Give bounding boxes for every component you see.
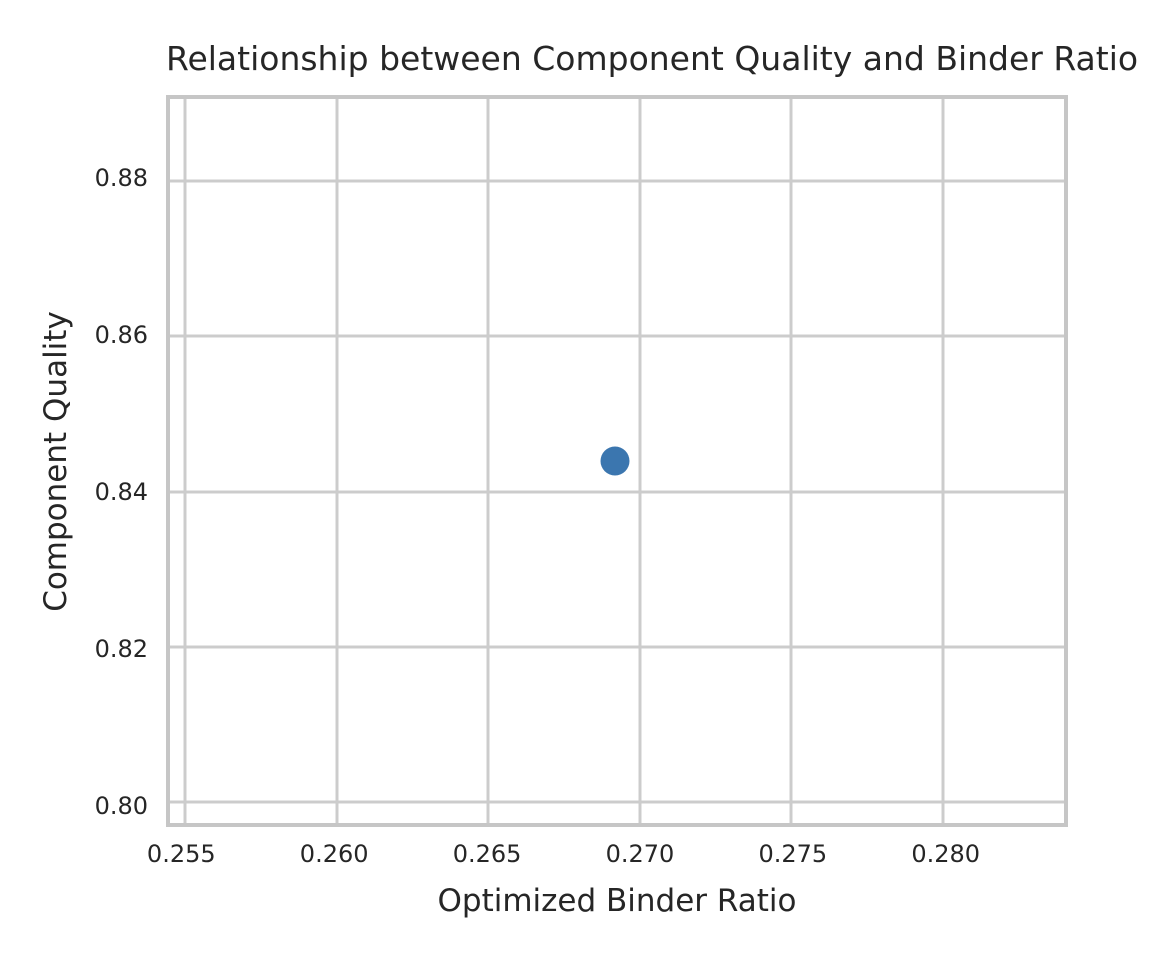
y-tick-label: 0.80 [94,791,148,820]
y-tick-label: 0.84 [94,477,148,506]
x-tick-label: 0.275 [758,840,828,868]
x-tick-label: 0.270 [605,840,675,868]
vertical-gridline [789,99,793,823]
scatter-point [600,446,630,476]
vertical-gridline [941,99,945,823]
horizontal-gridline [170,800,1064,804]
vertical-gridline [335,99,339,823]
y-axis-label: Component Quality [37,310,74,612]
x-axis-label: Optimized Binder Ratio [437,883,797,919]
horizontal-gridline [170,179,1064,183]
vertical-gridline [183,99,187,823]
y-axis-ticks: 0.80 0.82 0.84 0.86 0.88 [0,95,148,827]
x-axis-ticks: 0.255 0.260 0.265 0.270 0.275 0.280 [147,840,1068,868]
horizontal-gridline [170,490,1064,494]
x-tick-label: 0.280 [911,840,981,868]
horizontal-gridline [170,645,1064,649]
x-tick-label: 0.265 [452,840,522,868]
x-tick-label: 0.260 [299,840,369,868]
vertical-gridline [486,99,490,823]
vertical-gridline [638,99,642,823]
horizontal-gridline [170,334,1064,338]
y-tick-label: 0.88 [94,164,148,193]
y-tick-label: 0.86 [94,321,148,350]
x-tick-label: 0.255 [146,840,216,868]
plot-area [166,95,1068,827]
chart-title: Relationship between Component Quality a… [166,39,1139,78]
y-axis-label-container: Component Quality [38,95,74,827]
y-tick-label: 0.82 [94,634,148,663]
